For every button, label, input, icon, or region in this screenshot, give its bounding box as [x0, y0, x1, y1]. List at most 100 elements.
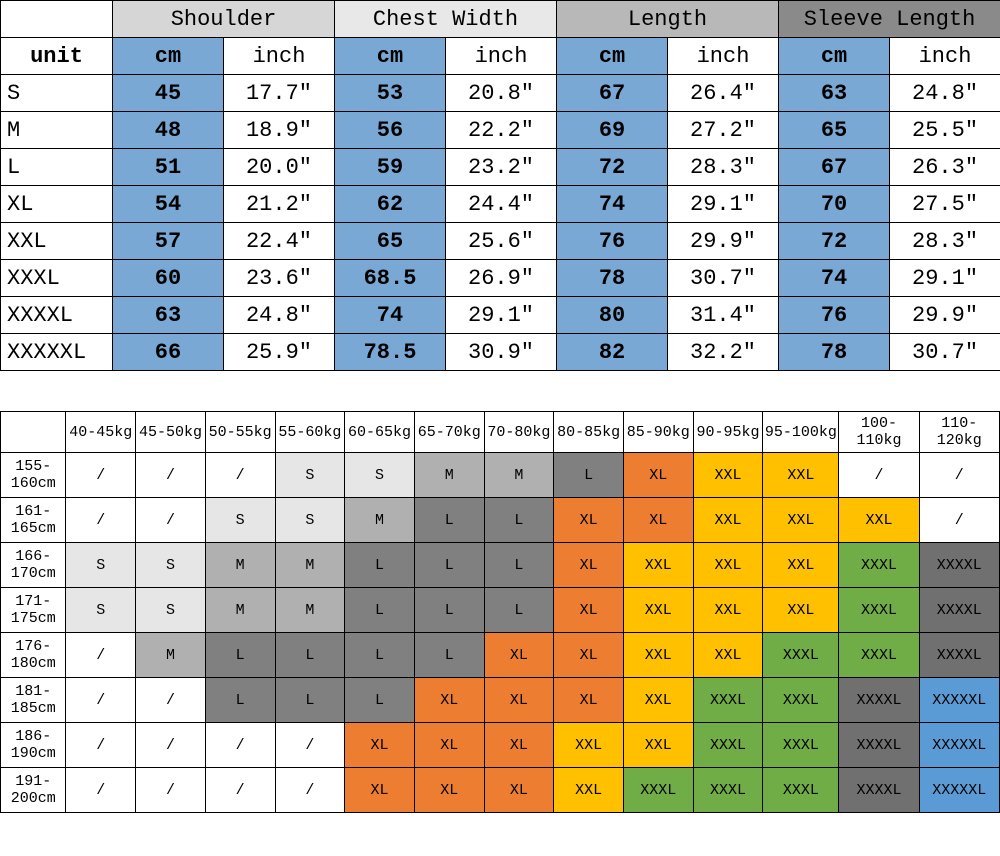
measurement-inch: 31.4" [668, 297, 779, 334]
recommendation-cell: / [919, 498, 999, 543]
measurement-cm: 70 [779, 186, 890, 223]
recommendation-cell: XXL [623, 723, 693, 768]
size-label: XL [1, 186, 113, 223]
recommendation-cell: M [484, 453, 554, 498]
recommendation-cell: XXL [623, 588, 693, 633]
recommendation-cell: XXXXL [839, 723, 919, 768]
measurement-cm: 45 [113, 75, 224, 112]
unit-cm: cm [779, 38, 890, 75]
measurement-inch: 25.9" [224, 334, 335, 371]
recommendation-cell: XL [484, 633, 554, 678]
measurement-inch: 28.3" [668, 149, 779, 186]
recommendation-cell: M [345, 498, 415, 543]
recommendation-cell: L [414, 633, 484, 678]
unit-inch: inch [224, 38, 335, 75]
measurement-inch: 18.9" [224, 112, 335, 149]
recommendation-cell: M [275, 588, 345, 633]
measurement-group-header: Chest Width [335, 1, 557, 38]
recommendation-cell: XXXXL [919, 633, 999, 678]
size-label: M [1, 112, 113, 149]
recommendation-cell: / [919, 453, 999, 498]
recommendation-cell: / [275, 768, 345, 813]
recommendation-cell: XXL [693, 453, 763, 498]
recommendation-cell: XL [554, 588, 624, 633]
measurement-cm: 67 [779, 149, 890, 186]
measurement-cm: 76 [557, 223, 668, 260]
measurement-cm: 78 [557, 260, 668, 297]
recommendation-cell: / [205, 723, 275, 768]
recommendation-cell: XXXL [693, 768, 763, 813]
height-header: 191-200cm [1, 768, 66, 813]
recommendation-cell: / [66, 498, 136, 543]
measurement-inch: 26.3" [890, 149, 1000, 186]
recommendation-cell: XXL [693, 543, 763, 588]
measurement-cm: 76 [779, 297, 890, 334]
recommendation-cell: XXL [693, 498, 763, 543]
recommendation-cell: XXL [554, 768, 624, 813]
measurement-inch: 22.2" [446, 112, 557, 149]
recommendation-cell: XXL [693, 633, 763, 678]
recommendation-cell: XXXXL [919, 543, 999, 588]
measurement-group-header: Sleeve Length [779, 1, 1000, 38]
weight-header: 100-110kg [839, 412, 919, 453]
recommendation-cell: XL [554, 498, 624, 543]
recommendation-cell: XXXL [693, 678, 763, 723]
recommendation-cell: XXL [763, 543, 839, 588]
measurement-cm: 69 [557, 112, 668, 149]
recommendation-cell: M [205, 588, 275, 633]
recommendation-cell: L [414, 498, 484, 543]
recommendation-cell: L [345, 543, 415, 588]
recommendation-cell: XXXXL [919, 588, 999, 633]
recommendation-cell: XL [554, 633, 624, 678]
height-header: 161-165cm [1, 498, 66, 543]
recommendation-cell: S [275, 498, 345, 543]
measurement-cm: 54 [113, 186, 224, 223]
measurement-cm: 65 [779, 112, 890, 149]
measurement-inch: 24.8" [890, 75, 1000, 112]
recommendation-cell: XXXXXL [919, 768, 999, 813]
recommendation-cell: S [136, 543, 206, 588]
weight-header: 50-55kg [205, 412, 275, 453]
recommendation-cell: XXXXXL [919, 678, 999, 723]
measurement-inch: 29.9" [890, 297, 1000, 334]
measurement-inch: 23.6" [224, 260, 335, 297]
recommendation-cell: L [275, 678, 345, 723]
weight-header: 65-70kg [414, 412, 484, 453]
recommendation-cell: XL [414, 768, 484, 813]
measurement-inch: 29.1" [890, 260, 1000, 297]
recommendation-cell: L [414, 543, 484, 588]
recommendation-cell: XXXL [763, 723, 839, 768]
measurement-inch: 27.5" [890, 186, 1000, 223]
measurement-cm: 74 [557, 186, 668, 223]
recommendation-cell: XXL [839, 498, 919, 543]
recommendation-cell: XXXL [839, 633, 919, 678]
measurement-inch: 28.3" [890, 223, 1000, 260]
recommendation-cell: XXXXXL [919, 723, 999, 768]
height-header: 171-175cm [1, 588, 66, 633]
unit-label: unit [1, 38, 113, 75]
unit-inch: inch [446, 38, 557, 75]
measurement-cm: 68.5 [335, 260, 446, 297]
recommendation-cell: XL [345, 768, 415, 813]
recommendation-cell: XXXL [763, 678, 839, 723]
recommendation-cell: L [554, 453, 624, 498]
recommendation-cell: XXXL [839, 588, 919, 633]
recommendation-cell: / [839, 453, 919, 498]
measurement-cm: 80 [557, 297, 668, 334]
recommendation-cell: L [345, 588, 415, 633]
weight-header: 80-85kg [554, 412, 624, 453]
recommendation-cell: S [66, 588, 136, 633]
weight-header: 55-60kg [275, 412, 345, 453]
recommendation-cell: S [275, 453, 345, 498]
recommendation-cell: / [66, 453, 136, 498]
recommendation-cell: / [136, 498, 206, 543]
unit-inch: inch [668, 38, 779, 75]
measurement-cm: 60 [113, 260, 224, 297]
measurement-inch: 27.2" [668, 112, 779, 149]
measurement-cm: 72 [557, 149, 668, 186]
weight-header: 45-50kg [136, 412, 206, 453]
recommendation-cell: XXXL [839, 543, 919, 588]
height-header: 186-190cm [1, 723, 66, 768]
weight-header: 70-80kg [484, 412, 554, 453]
recommendation-cell: XXXXL [839, 678, 919, 723]
